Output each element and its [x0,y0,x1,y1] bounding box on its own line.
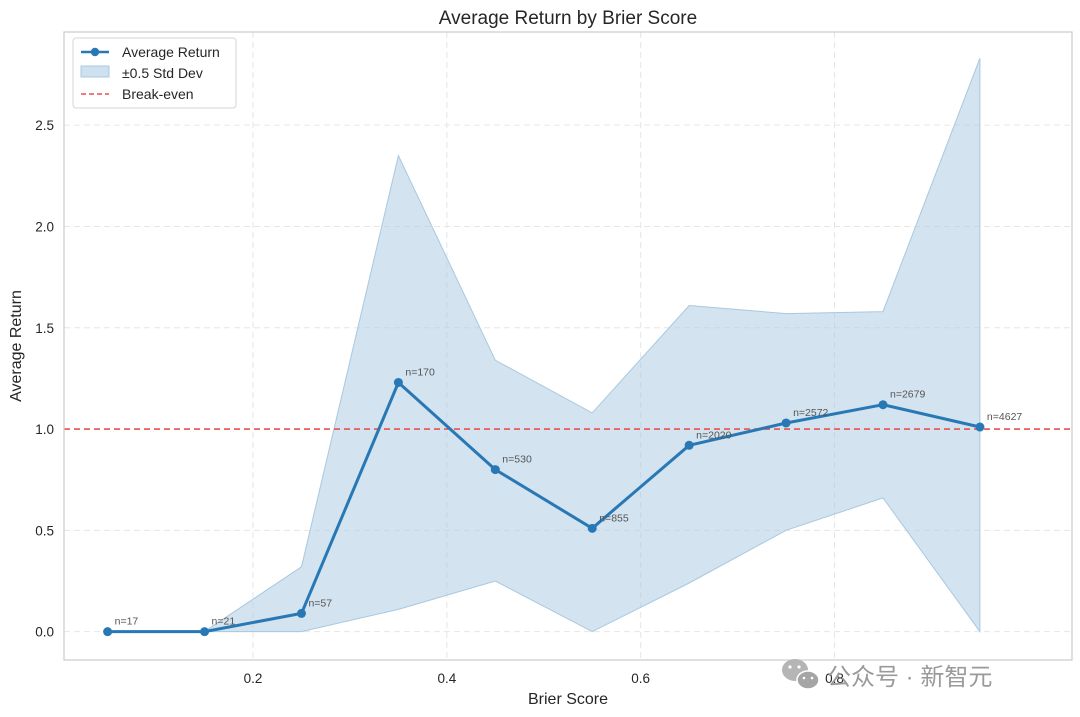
average-return-line [107,381,981,634]
annotations-layer: n=17 n=21 n=57 n=170 n=530 n=855 n=2020 n=2572 n… [115,366,1023,627]
x-axis-label: Brier Score [528,691,608,708]
average-return-point [200,627,210,637]
average-return-point [684,440,694,450]
sample-size-label: n=530 [502,454,532,466]
average-return-point [975,422,985,432]
sample-size-label: n=2020 [696,429,731,441]
plot-frame [63,31,1073,661]
average-return-point [878,400,888,410]
legend-item-average-return: Average Return [122,44,220,60]
legend-box [72,37,237,109]
x-tick-label: 0.4 [437,671,456,686]
watermark-text: 公众号 · 新智元 [827,664,992,691]
chart-title: Average Return by Brier Score [439,8,697,29]
average-return-point [296,608,306,618]
std-band-area [107,58,981,634]
legend: Average Return ±0.5 Std Dev Break-even [72,37,237,109]
y-tick-label: 1.0 [35,422,54,437]
x-tick-label: 0.6 [631,671,650,686]
sample-size-label: n=855 [599,512,629,524]
sample-size-label: n=57 [308,597,332,609]
sample-size-label: n=21 [212,616,236,628]
average-return-point [393,377,403,387]
x-tick-label: 0.8 [825,671,844,686]
y-tick-label: 1.5 [35,321,54,336]
y-tick-label: 2.0 [35,219,54,234]
sample-size-label: n=170 [405,366,435,378]
legend-marker-swatch [90,47,100,57]
average-return-point [103,627,113,637]
legend-item-std-dev: ±0.5 Std Dev [122,65,203,81]
y-tick-label: 0.5 [35,523,54,538]
y-tick-label: 2.5 [35,118,54,133]
legend-item-break-even: Break-even [122,86,194,102]
watermark: 公众号 · 新智元 [782,659,992,691]
legend-band-swatch [80,65,110,78]
series-layer [103,377,985,637]
y-tick-label: 0.0 [35,625,54,640]
average-return-point [587,523,597,533]
average-return-point [490,465,500,475]
average-return-point [781,418,791,428]
wechat-icon [782,659,820,690]
ticks-layer: 0.2 0.4 0.6 0.8 0.0 0.5 1.0 1.5 2.0 2.5 [35,118,844,686]
sample-size-label: n=2572 [793,407,828,419]
sample-size-label: n=4627 [987,411,1022,423]
y-axis-label: Average Return [8,290,25,402]
std-band [107,58,981,634]
sample-size-label: n=2679 [890,389,925,401]
x-tick-label: 0.2 [244,671,263,686]
sample-size-label: n=17 [115,616,139,628]
